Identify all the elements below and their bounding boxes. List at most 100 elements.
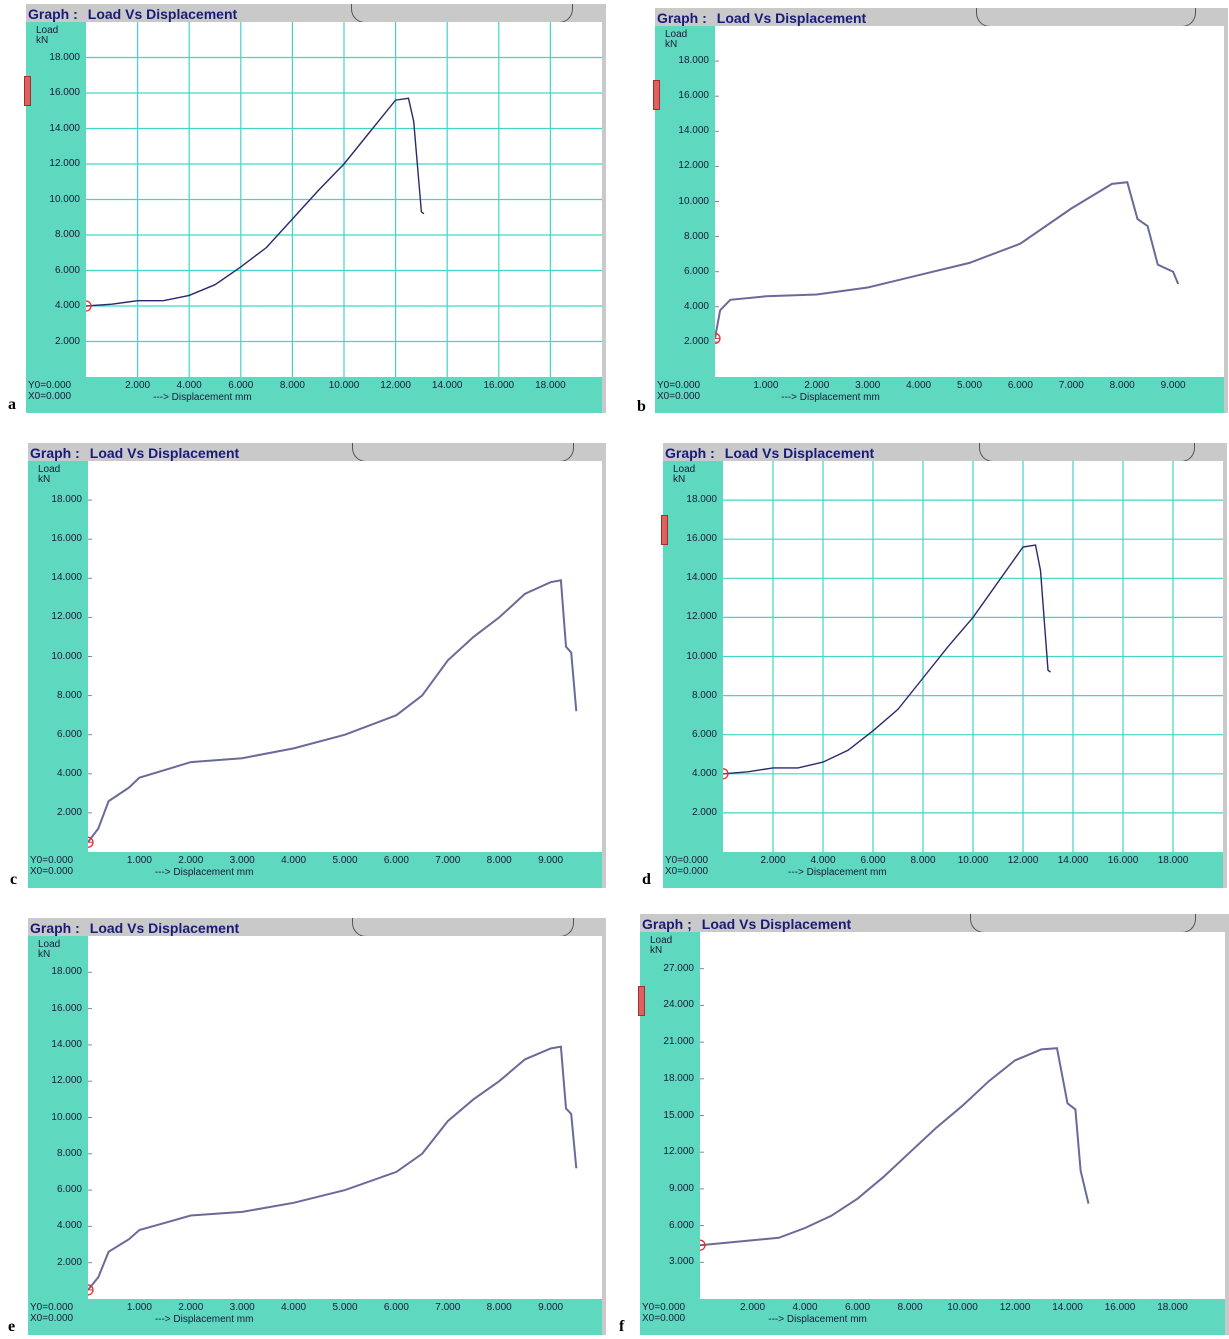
y-axis-title-load: Load [38, 464, 61, 475]
y-tick-label: 9.000 [668, 1182, 694, 1194]
y-tick-label: 16.000 [678, 90, 709, 102]
x-axis-panel [26, 377, 602, 413]
y-tick-label: 3.000 [668, 1256, 694, 1268]
y0-readout: Y0=0.000 [30, 1302, 74, 1313]
y-axis-title-unit: kN [38, 949, 51, 960]
y-tick-label: 16.000 [51, 1002, 82, 1014]
y-tick-label: 10.000 [51, 1111, 82, 1123]
x-axis-panel [28, 1299, 602, 1335]
x0-readout: X0=0.000 [642, 1313, 686, 1324]
x-tick-label: 9.000 [538, 1302, 564, 1313]
origin-readout: Y0=0.000 X0=0.000 [665, 855, 708, 877]
x-tick-label: 6.000 [383, 1302, 409, 1313]
y-tick-label: 6.000 [54, 264, 80, 276]
y-axis-panel [655, 26, 715, 413]
side-marker [24, 76, 31, 106]
x-axis-title: ---> Displacement mm [154, 867, 254, 878]
x-tick-label: 9.000 [1160, 380, 1186, 391]
x-tick-label: 2.000 [125, 380, 151, 391]
toolbar-tab[interactable] [351, 4, 573, 23]
y-tick-label: 6.000 [683, 265, 709, 277]
x-tick-label: 1.000 [126, 855, 152, 866]
graph-title-value: Load Vs Displacement [87, 6, 238, 22]
y-axis-title: Load kN [36, 26, 58, 46]
x-tick-label: 16.000 [1104, 1302, 1136, 1313]
y-tick-label: 18.000 [663, 1072, 694, 1084]
side-marker [638, 986, 645, 1016]
x-tick-label: 2.000 [804, 380, 830, 391]
x-tick-label: 1.000 [753, 380, 779, 391]
graph-title-label: Graph : [30, 920, 80, 936]
plot-area [86, 22, 602, 377]
y-tick-label: 18.000 [51, 494, 82, 506]
x-axis-title: ---> Displacement mm [788, 867, 887, 878]
y-axis-title-unit: kN [38, 474, 51, 485]
y-axis-title: Load kN [673, 465, 695, 485]
plot-svg [723, 461, 1223, 852]
toolbar-tab[interactable] [979, 443, 1195, 462]
y-tick-label: 6.000 [691, 728, 717, 740]
x0-readout: X0=0.000 [665, 866, 709, 877]
y-tick-label: 8.000 [56, 689, 82, 701]
x-tick-label: 6.000 [1007, 380, 1033, 391]
graph-title: Graph : Load Vs Displacement [30, 445, 239, 461]
toolbar-tab[interactable] [976, 8, 1196, 27]
y-tick-label: 8.000 [56, 1147, 82, 1159]
plot-area [715, 26, 1224, 377]
y-tick-label: 8.000 [691, 689, 717, 701]
y-tick-label: 14.000 [678, 125, 709, 137]
y-tick-label: 4.000 [56, 1220, 82, 1232]
x-axis-title: ---> Displacement mm [154, 1314, 254, 1325]
y-tick-label: 16.000 [686, 533, 717, 545]
toolbar-tab[interactable] [352, 443, 574, 462]
x-axis-panel [655, 377, 1224, 413]
x0-readout: X0=0.000 [28, 391, 72, 402]
graph-title-label: Graph : [657, 10, 707, 26]
y-axis-title-unit: kN [673, 474, 686, 485]
y-axis-title: Load kN [665, 30, 687, 50]
y-tick-label: 21.000 [663, 1036, 694, 1048]
plot-svg [700, 968, 1090, 1263]
y-tick-label: 12.000 [678, 160, 709, 172]
y-axis-panel [28, 461, 88, 888]
y-axis-panel [663, 461, 723, 888]
y-tick-label: 6.000 [56, 1184, 82, 1196]
panel-letter: b [637, 398, 646, 415]
y-tick-label: 6.000 [668, 1219, 694, 1231]
y-tick-label: 12.000 [686, 611, 717, 623]
x-tick-label: 5.000 [332, 1302, 358, 1313]
x-tick-label: 2.000 [178, 1302, 204, 1313]
y-axis-title: Load kN [38, 940, 60, 960]
load-displacement-curve [86, 97, 425, 307]
origin-readout: Y0=0.000 X0=0.000 [30, 855, 73, 877]
x-axis-panel [28, 852, 602, 888]
x-tick-label: 2.000 [739, 1302, 766, 1313]
x-tick-label: 18.000 [535, 380, 566, 391]
graph-title-value: Load Vs Displacement [89, 920, 240, 936]
toolbar-tab[interactable] [352, 918, 574, 937]
y-tick-label: 8.000 [54, 229, 80, 240]
side-marker [653, 80, 660, 110]
origin-readout: Y0=0.000 X0=0.000 [642, 1302, 685, 1324]
x-tick-label: 8.000 [486, 1302, 512, 1313]
load-displacement-curve [723, 544, 1051, 775]
y0-readout: Y0=0.000 [28, 380, 72, 391]
panel-letter: c [10, 871, 18, 888]
load-displacement-curve [88, 1045, 578, 1291]
y-tick-label: 10.000 [686, 650, 717, 662]
x-tick-label: 6.000 [860, 855, 886, 866]
x-tick-label: 2.000 [760, 855, 786, 866]
toolbar-tab[interactable] [970, 914, 1196, 933]
chart-panel-a: Graph : Load Vs Displacement Load kN 18.000 1… [26, 4, 606, 413]
y-axis-title-load: Load [665, 29, 688, 40]
plot-svg [715, 60, 1180, 345]
graph-title-label: Graph : [30, 445, 80, 461]
chart-panel-e: Graph : Load Vs Displacement Load kN 18.000 1… [28, 918, 606, 1335]
y-axis-title: Load kN [650, 936, 672, 956]
x-tick-label: 9.000 [538, 855, 564, 866]
panel-letter: d [642, 871, 651, 888]
y0-readout: Y0=0.000 [30, 855, 74, 866]
plot-area [700, 932, 1225, 1299]
x0-readout: X0=0.000 [657, 391, 701, 402]
y-axis-title-load: Load [650, 935, 673, 946]
